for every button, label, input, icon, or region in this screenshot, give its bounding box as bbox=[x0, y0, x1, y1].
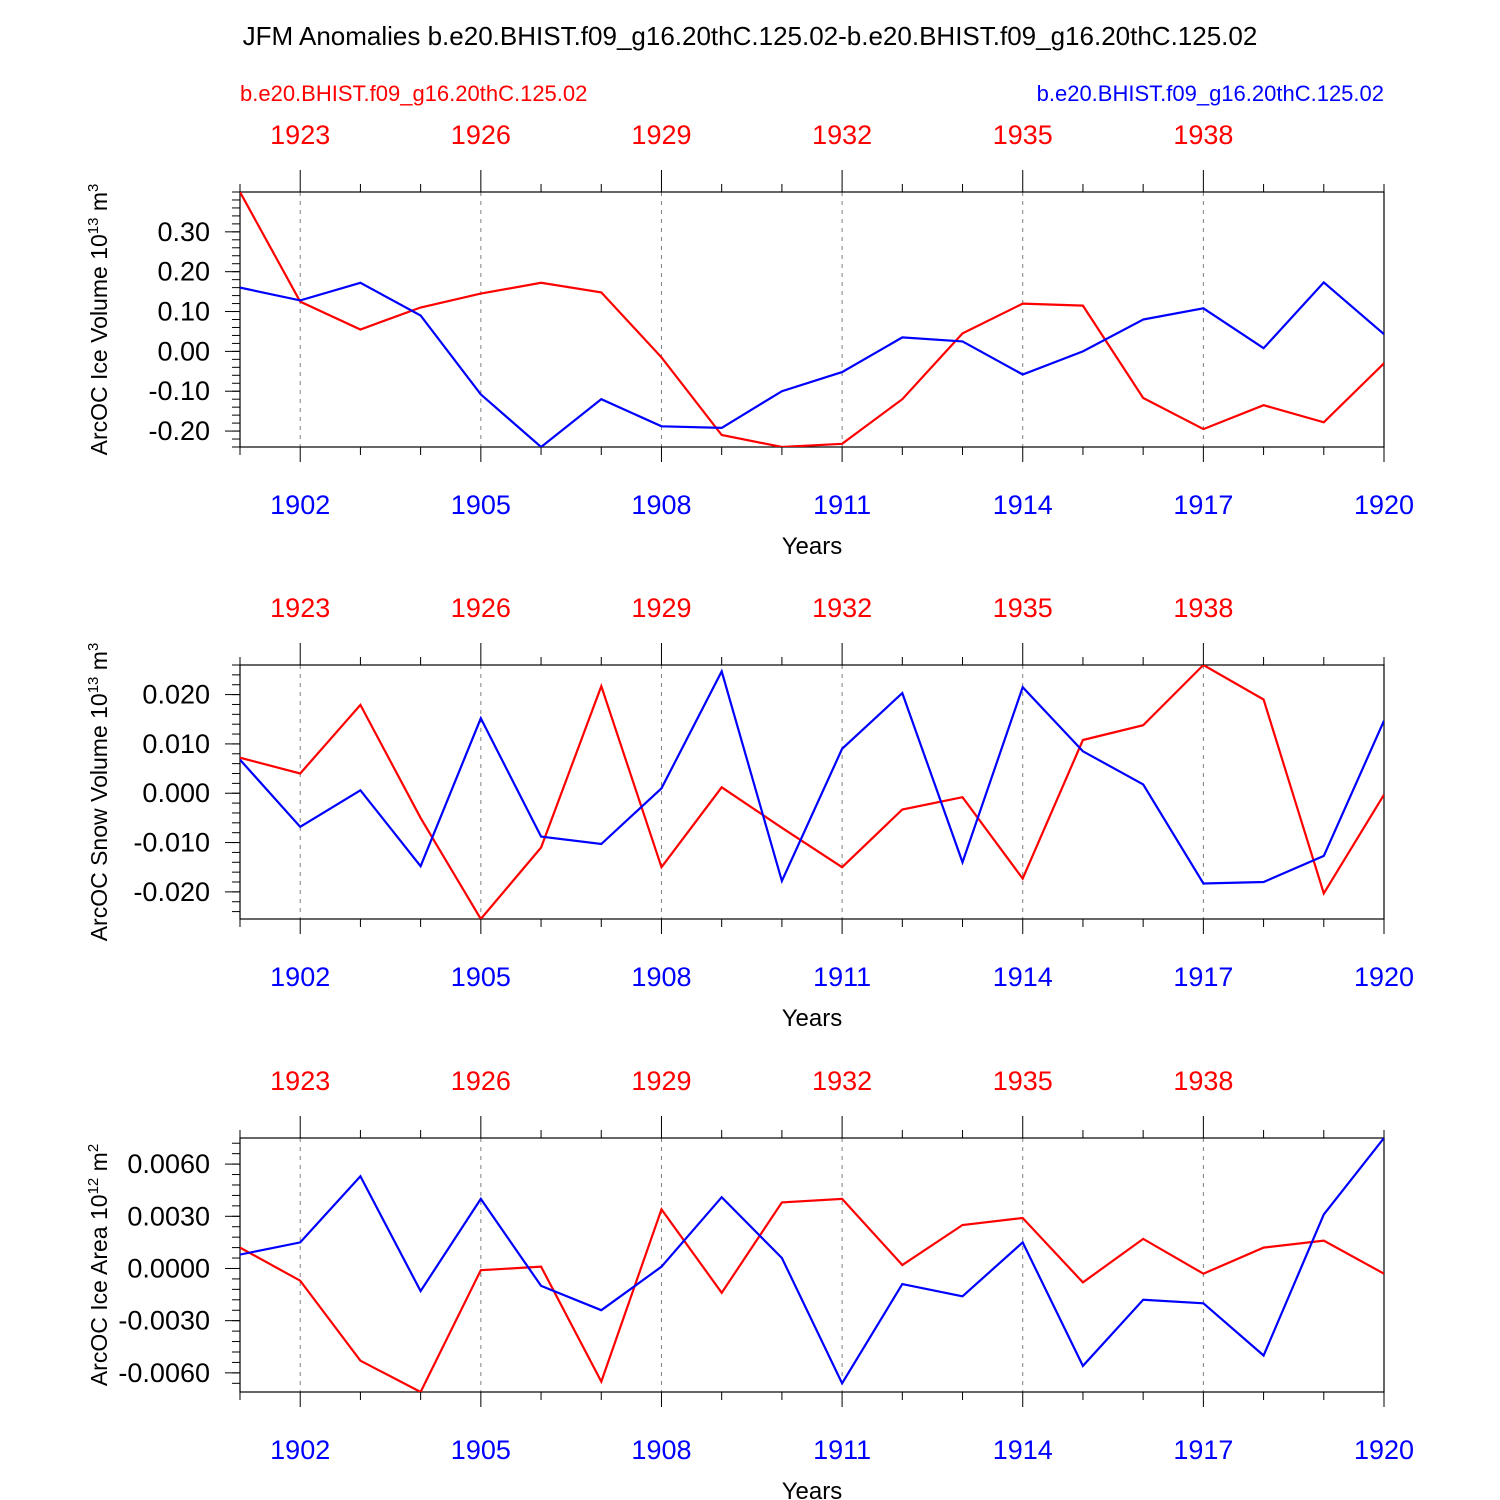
x-tick-label-top: 1923 bbox=[270, 1066, 330, 1096]
x-tick-label-bottom: 1908 bbox=[631, 1435, 691, 1465]
x-tick-label-top: 1935 bbox=[993, 120, 1053, 150]
y-tick-label: -0.010 bbox=[133, 828, 210, 858]
legend-right-run: b.e20.BHIST.f09_g16.20thC.125.02 bbox=[1037, 81, 1384, 106]
y-tick-label: 0.0030 bbox=[127, 1201, 210, 1231]
x-tick-label-bottom: 1917 bbox=[1173, 962, 1233, 992]
x-tick-label-bottom: 1911 bbox=[813, 1435, 871, 1465]
y-tick-label: -0.0030 bbox=[118, 1306, 210, 1336]
x-axis-label: Years bbox=[782, 1478, 843, 1500]
y-tick-label: -0.10 bbox=[148, 376, 210, 406]
x-tick-label-top: 1923 bbox=[270, 593, 330, 623]
panel-snow-volume: 1902 1905 1908 1911 1914 1917 1920 1923 1926 1929… bbox=[85, 593, 1414, 1032]
y-axis-label: ArcOC Snow Volume 1013 m3 bbox=[85, 643, 112, 942]
y-tick-label: -0.20 bbox=[148, 416, 210, 446]
x-tick-label-top: 1923 bbox=[270, 120, 330, 150]
x-tick-label-top: 1932 bbox=[812, 593, 872, 623]
x-tick-label-bottom: 1920 bbox=[1354, 1435, 1414, 1465]
x-tick-label-bottom: 1914 bbox=[993, 1435, 1053, 1465]
x-tick-label-bottom: 1908 bbox=[631, 490, 691, 520]
x-tick-label-bottom: 1905 bbox=[451, 490, 511, 520]
series-line-red bbox=[240, 192, 1384, 447]
x-tick-label-top: 1938 bbox=[1173, 593, 1233, 623]
y-tick-label: 0.020 bbox=[142, 680, 210, 710]
plot-frame bbox=[239, 664, 1385, 920]
legend-left-run: b.e20.BHIST.f09_g16.20thC.125.02 bbox=[240, 81, 587, 106]
x-tick-label-bottom: 1902 bbox=[270, 1435, 330, 1465]
x-tick-label-bottom: 1905 bbox=[451, 1435, 511, 1465]
x-axis-label: Years bbox=[782, 533, 843, 560]
x-tick-label-bottom: 1911 bbox=[813, 962, 871, 992]
y-tick-label: 0.10 bbox=[157, 297, 210, 327]
x-tick-label-top: 1935 bbox=[993, 1066, 1053, 1096]
y-axis-label: ArcOC Ice Area 1012 m2 bbox=[85, 1144, 112, 1386]
x-tick-label-bottom: 1902 bbox=[270, 490, 330, 520]
x-tick-label-top: 1929 bbox=[631, 120, 691, 150]
y-tick-label: 0.30 bbox=[157, 217, 210, 247]
x-axis-label: Years bbox=[782, 1005, 843, 1032]
figure-title: JFM Anomalies b.e20.BHIST.f09_g16.20thC.… bbox=[243, 21, 1258, 51]
x-tick-label-bottom: 1902 bbox=[270, 962, 330, 992]
x-tick-label-bottom: 1920 bbox=[1354, 490, 1414, 520]
x-tick-label-top: 1932 bbox=[812, 1066, 872, 1096]
series-line-blue bbox=[240, 668, 1384, 885]
x-tick-label-bottom: 1908 bbox=[631, 962, 691, 992]
x-tick-label-bottom: 1914 bbox=[993, 490, 1053, 520]
y-tick-label: 0.000 bbox=[142, 778, 210, 808]
x-tick-label-top: 1932 bbox=[812, 120, 872, 150]
x-tick-label-top: 1926 bbox=[451, 120, 511, 150]
x-tick-label-bottom: 1917 bbox=[1173, 1435, 1233, 1465]
plot-frame bbox=[239, 1137, 1385, 1393]
x-tick-label-top: 1938 bbox=[1173, 1066, 1233, 1096]
y-tick-label: 0.0060 bbox=[127, 1149, 210, 1179]
y-tick-label: 0.00 bbox=[157, 336, 210, 366]
x-tick-label-top: 1935 bbox=[993, 593, 1053, 623]
series-line-blue bbox=[240, 1138, 1384, 1386]
series-line-blue bbox=[240, 280, 1384, 447]
plot-frame bbox=[239, 191, 1385, 448]
y-tick-label: 0.20 bbox=[157, 257, 210, 287]
panel-ice-volume: 1902 1905 1908 1911 1914 1917 1920 1923 1926 1929… bbox=[85, 120, 1414, 560]
x-tick-label-top: 1929 bbox=[631, 1066, 691, 1096]
x-tick-label-bottom: 1914 bbox=[993, 962, 1053, 992]
x-tick-label-bottom: 1905 bbox=[451, 962, 511, 992]
panel-ice-area: 1902 1905 1908 1911 1914 1917 1920 1923 1926 1929… bbox=[85, 1066, 1414, 1500]
series-line-red bbox=[240, 1197, 1384, 1392]
x-tick-label-top: 1938 bbox=[1173, 120, 1233, 150]
x-tick-label-bottom: 1920 bbox=[1354, 962, 1414, 992]
y-axis-label: ArcOC Ice Volume 1013 m3 bbox=[85, 184, 112, 456]
x-tick-label-bottom: 1911 bbox=[813, 490, 871, 520]
x-tick-label-bottom: 1917 bbox=[1173, 490, 1233, 520]
y-tick-label: 0.010 bbox=[142, 729, 210, 759]
y-tick-label: 0.0000 bbox=[127, 1253, 210, 1283]
series-line-red bbox=[240, 665, 1384, 919]
x-tick-label-top: 1926 bbox=[451, 1066, 511, 1096]
y-tick-label: -0.020 bbox=[133, 877, 210, 907]
x-tick-label-top: 1929 bbox=[631, 593, 691, 623]
x-tick-label-top: 1926 bbox=[451, 593, 511, 623]
y-tick-label: -0.0060 bbox=[118, 1358, 210, 1388]
